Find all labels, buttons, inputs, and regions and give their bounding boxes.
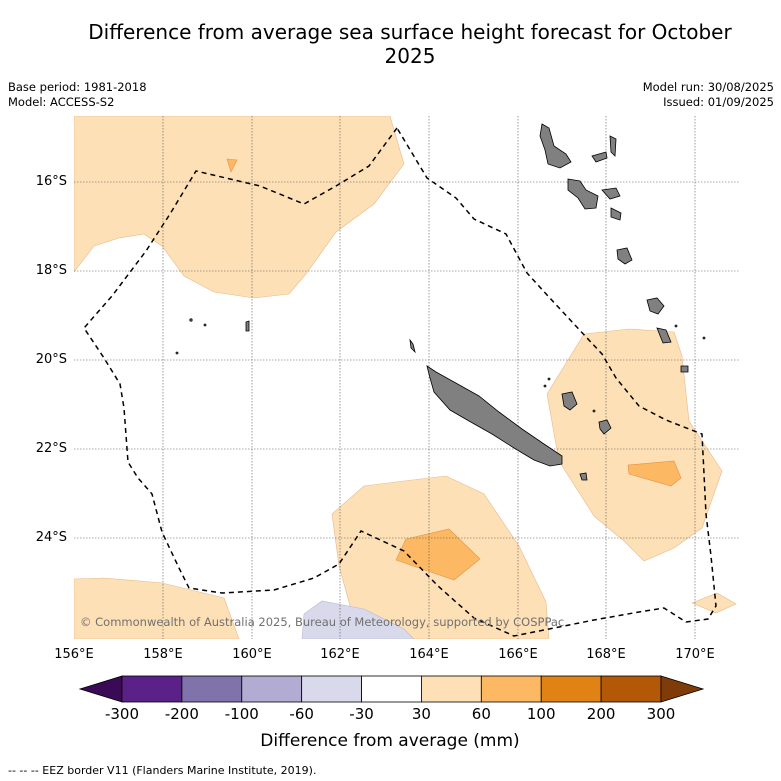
colorbar-tick-label: 300	[646, 705, 676, 723]
colorbar-tick-label: -30	[349, 705, 374, 723]
land-masses	[175, 123, 706, 481]
map-canvas	[74, 116, 739, 639]
vanuatu-island-tanna	[646, 297, 665, 315]
colorbar-extend-high	[660, 675, 705, 703]
lon-label-170e: 170°E	[675, 647, 715, 662]
vanuatu-island-efate	[610, 207, 622, 221]
colorbar-tick-label: 30	[411, 705, 431, 723]
colorbar-segment	[480, 675, 542, 703]
lon-label-166e: 166°E	[498, 647, 538, 662]
eez-footnote: -- -- -- EEZ border V11 (Flanders Marine…	[8, 764, 317, 777]
colorbar-segment	[361, 675, 422, 703]
colorbar-segment	[181, 675, 243, 703]
islet-7	[702, 336, 706, 340]
loyalty-island-3	[579, 472, 588, 481]
anomaly-region-southwest	[74, 577, 240, 639]
colorbar-tick-label: -200	[164, 705, 199, 723]
vanuatu-island-2	[591, 151, 608, 163]
colorbar-title: Difference from average (mm)	[260, 731, 520, 751]
islet-8	[674, 324, 678, 328]
vanuatu-island-3	[609, 135, 617, 157]
colorbar-extend-low	[78, 675, 123, 703]
map-title: Difference from average sea surface heig…	[88, 20, 732, 68]
anomaly-patch-small	[226, 158, 238, 173]
lat-label-20s: 20°S	[35, 352, 67, 367]
model-run: Model run: 30/08/2025	[642, 80, 774, 94]
anomaly-region-negative	[301, 600, 415, 639]
anomaly-shading	[74, 116, 737, 639]
islet-5	[203, 323, 207, 327]
anomaly-region-southeast	[691, 592, 737, 614]
islet-6	[175, 351, 179, 355]
lon-label-160e: 160°E	[232, 647, 272, 662]
copyright-notice: © Commonwealth of Australia 2025, Bureau…	[80, 615, 565, 629]
lat-label-16s: 16°S	[35, 174, 67, 189]
colorbar-tick-label: -60	[289, 705, 314, 723]
lon-label-168e: 168°E	[586, 647, 626, 662]
eez-border	[83, 126, 717, 637]
lat-label-18s: 18°S	[35, 263, 67, 278]
colorbar-tick-label: -300	[104, 705, 140, 723]
islet-11	[592, 409, 596, 413]
vanuatu-island-6	[656, 327, 672, 344]
metadata-left: Base period: 1981-2018 Model: ACCESS-S2	[8, 80, 147, 110]
vanuatu-island-malakula	[567, 178, 599, 210]
colorbar-segment	[421, 675, 482, 703]
lat-label-22s: 22°S	[35, 441, 67, 456]
lat-label-24s: 24°S	[35, 530, 67, 545]
base-period: Base period: 1981-2018	[8, 80, 147, 94]
islet-4	[189, 318, 193, 322]
model-name: Model: ACCESS-S2	[8, 95, 115, 109]
anomaly-region-east	[546, 328, 723, 562]
colorbar-segment	[121, 675, 183, 703]
metadata-right: Model run: 30/08/2025 Issued: 01/09/2025	[643, 80, 774, 110]
lon-label-164e: 164°E	[409, 647, 449, 662]
islet-1	[245, 320, 250, 332]
colorbar-tick-label: 60	[471, 705, 491, 723]
loyalty-island-1	[561, 391, 578, 411]
anomaly-region-north	[74, 116, 405, 299]
colorbar-tick-label: 200	[586, 705, 616, 723]
lon-label-158e: 158°E	[143, 647, 183, 662]
map-area: © Commonwealth of Australia 2025, Bureau…	[74, 116, 739, 639]
colorbar-segment	[540, 675, 602, 703]
colorbar-segment	[301, 675, 362, 703]
lon-label-162e: 162°E	[320, 647, 360, 662]
anomaly-patch-south	[395, 528, 481, 581]
islet-9	[543, 384, 547, 388]
colorbar-segment	[600, 675, 662, 703]
anomaly-patch-east	[627, 460, 682, 487]
graticule	[74, 116, 739, 639]
vanuatu-island-4	[601, 187, 621, 200]
islet-2	[680, 365, 689, 373]
new-caledonia-island	[426, 365, 563, 467]
vanuatu-island-espiritu	[539, 123, 572, 169]
colorbar-segment	[241, 675, 303, 703]
colorbar-tick-label: 100	[526, 705, 556, 723]
colorbar-tick-label: -100	[224, 705, 259, 723]
issued-date: Issued: 01/09/2025	[663, 95, 774, 109]
colorbar-segments	[78, 675, 705, 703]
islet-10	[547, 377, 551, 381]
vanuatu-island-5	[616, 247, 633, 265]
loyalty-island-2	[598, 419, 612, 435]
islet-3	[409, 338, 416, 354]
lon-label-156e: 156°E	[54, 647, 94, 662]
